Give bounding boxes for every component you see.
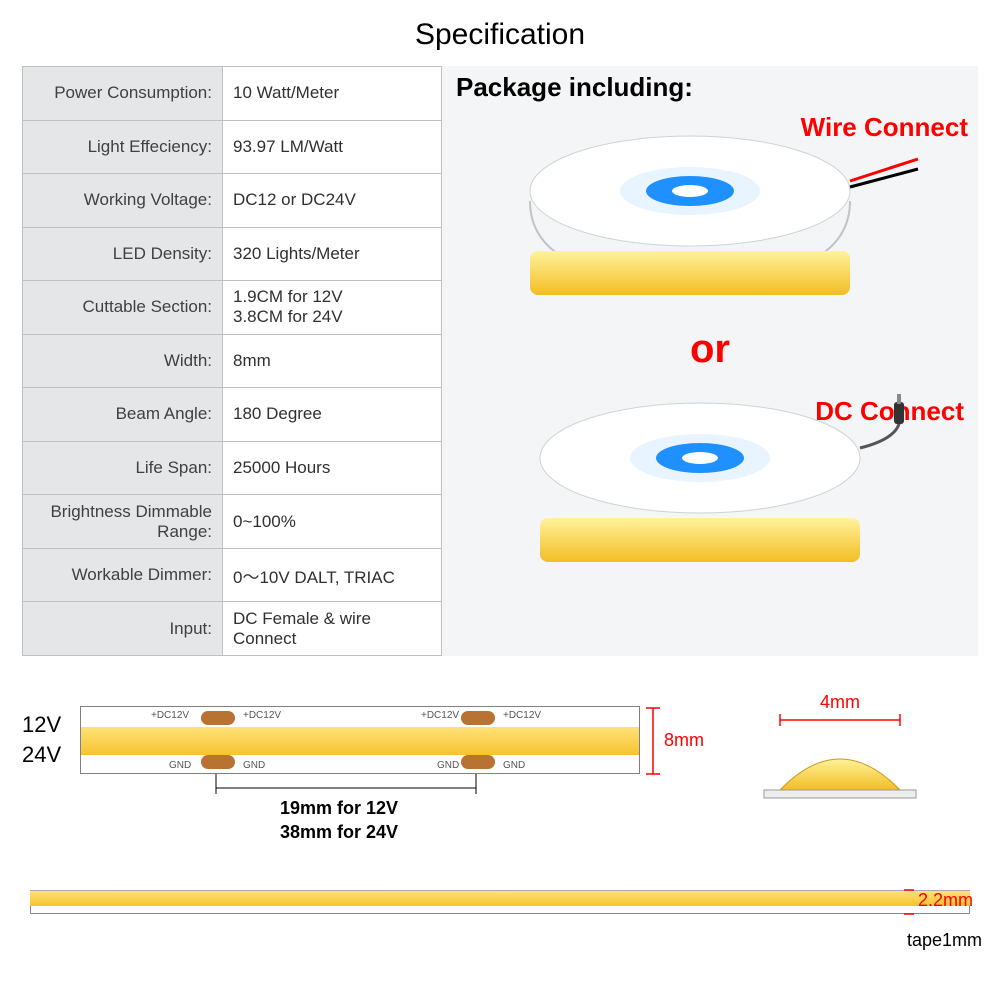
or-label: or: [456, 327, 964, 372]
label-12v: 12V: [22, 710, 61, 740]
pad-bot-2: [461, 755, 495, 769]
silk-gnd-2: GND: [243, 760, 265, 771]
spec-value: 180 Degree: [223, 388, 442, 442]
spec-value: 25000 Hours: [223, 441, 442, 495]
spec-row: Width:8mm: [23, 334, 442, 388]
spec-label: Power Consumption:: [23, 67, 223, 121]
spec-row: Life Span:25000 Hours: [23, 441, 442, 495]
spec-label: Beam Angle:: [23, 388, 223, 442]
cross-section: 4mm: [740, 690, 960, 830]
spec-value: 10 Watt/Meter: [223, 67, 442, 121]
spec-label: Width:: [23, 334, 223, 388]
silk-dc-2: +DC12V: [243, 710, 281, 721]
svg-text:38mm for 24V: 38mm for 24V: [280, 822, 398, 842]
spec-row: Workable Dimmer:0～10V DALT, TRIAC: [23, 548, 442, 602]
page-title: Specification: [0, 0, 1000, 66]
svg-text:8mm: 8mm: [664, 730, 704, 750]
svg-text:19mm for 12V: 19mm for 12V: [280, 798, 398, 818]
dim-cut: 19mm for 12V 38mm for 24V: [80, 774, 640, 854]
long-strip: [30, 890, 970, 916]
spec-value: 320 Lights/Meter: [223, 227, 442, 281]
spec-value: 93.97 LM/Watt: [223, 120, 442, 174]
spec-value: 0~100%: [223, 495, 442, 549]
long-strip-tape: [30, 906, 970, 914]
silk-gnd-3: GND: [437, 760, 459, 771]
pad-top-2: [461, 711, 495, 725]
silk-gnd-1: GND: [169, 760, 191, 771]
long-strip-led: [30, 890, 970, 906]
spec-table: Power Consumption:10 Watt/MeterLight Eff…: [22, 66, 442, 656]
voltage-labels: 12V 24V: [22, 710, 61, 770]
top-panel: Power Consumption:10 Watt/MeterLight Eff…: [22, 66, 978, 656]
silk-dc-4: +DC12V: [503, 710, 541, 721]
spec-row: Power Consumption:10 Watt/Meter: [23, 67, 442, 121]
package-title: Package including:: [456, 72, 964, 103]
spec-row: Beam Angle:180 Degree: [23, 388, 442, 442]
spec-value: DC12 or DC24V: [223, 174, 442, 228]
spec-row: Cuttable Section:1.9CM for 12V 3.8CM for…: [23, 281, 442, 335]
spec-row: Input:DC Female & wire Connect: [23, 602, 442, 656]
spec-row: LED Density:320 Lights/Meter: [23, 227, 442, 281]
spec-label: Cuttable Section:: [23, 281, 223, 335]
spec-row: Light Effeciency:93.97 LM/Watt: [23, 120, 442, 174]
reel-dc: [456, 378, 964, 588]
dim-8mm: 8mm: [640, 702, 730, 782]
pcb-strip: +DC12V +DC12V +DC12V +DC12V GND GND GND …: [80, 706, 640, 774]
spec-label: Light Effeciency:: [23, 120, 223, 174]
spec-row: Brightness Dimmable Range:0~100%: [23, 495, 442, 549]
silk-dc-3: +DC12V: [421, 710, 459, 721]
spec-label: Brightness Dimmable Range:: [23, 495, 223, 549]
pad-bot-1: [201, 755, 235, 769]
label-24v: 24V: [22, 740, 61, 770]
reel-wire-icon: [500, 111, 920, 321]
spec-value: 1.9CM for 12V 3.8CM for 24V: [223, 281, 442, 335]
spec-label: Workable Dimmer:: [23, 548, 223, 602]
spec-label: LED Density:: [23, 227, 223, 281]
spec-value: DC Female & wire Connect: [223, 602, 442, 656]
diagram-area: 12V 24V +DC12V +DC12V +DC12V +DC12V GND …: [0, 690, 1000, 990]
reel-dc-icon: [500, 378, 920, 588]
pad-top-1: [201, 711, 235, 725]
svg-text:4mm: 4mm: [820, 692, 860, 712]
package-panel: Package including: Wire Connect: [442, 66, 978, 656]
reel-wire: [456, 111, 964, 321]
spec-label: Input:: [23, 602, 223, 656]
spec-value: 8mm: [223, 334, 442, 388]
spec-value: 0～10V DALT, TRIAC: [223, 548, 442, 602]
silk-dc-1: +DC12V: [151, 710, 189, 721]
spec-label: Life Span:: [23, 441, 223, 495]
silk-gnd-4: GND: [503, 760, 525, 771]
led-surface: [81, 727, 639, 755]
spec-label: Working Voltage:: [23, 174, 223, 228]
tape-label: tape1mm: [907, 930, 982, 951]
spec-row: Working Voltage:DC12 or DC24V: [23, 174, 442, 228]
svg-text:2.2mm: 2.2mm: [918, 890, 973, 910]
